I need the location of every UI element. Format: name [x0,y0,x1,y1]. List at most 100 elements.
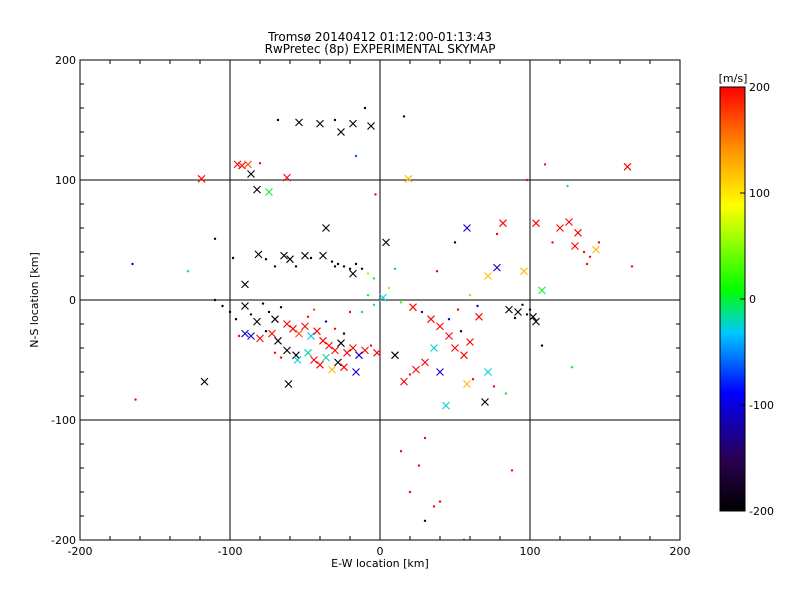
data-point-cross [520,267,528,276]
data-point-cross [271,315,279,324]
data-point-dot [312,308,316,311]
data-point-cross [574,228,582,237]
data-point-cross [571,242,579,250]
data-point-dot [393,267,397,270]
data-point-cross [529,312,537,321]
data-point-dot [221,304,224,308]
x-tick-label: -200 [68,545,93,558]
colorbar-tick-label: -100 [749,399,774,412]
data-point-dot [438,500,442,503]
colorbar-tick-label: -200 [749,505,774,518]
data-point-cross [538,286,546,295]
data-point-dot [588,255,592,258]
data-point-cross [319,251,327,260]
data-point-cross [197,174,206,183]
data-point-dot [273,265,277,268]
data-point-cross [241,329,249,338]
chart-subtitle: RwPretec (8p) EXPERIMENTAL SKYMAP [265,42,496,56]
data-point-cross [442,401,450,410]
data-point-cross [286,255,294,264]
data-point-dot [336,262,340,266]
data-point-cross [361,346,369,355]
colorbar: [m/s] 200 100 0 -100 -200 [719,72,774,518]
data-point-dot [234,318,238,321]
data-point-cross [499,219,507,228]
data-point-dot [264,330,268,333]
data-point-cross [409,303,417,312]
data-point-cross [268,329,276,338]
data-point-dot [267,310,271,314]
data-point-cross [463,224,471,232]
data-point-dot [333,118,337,122]
x-tick-label: -100 [218,545,243,558]
colorbar-tick-label: 200 [749,81,770,94]
data-point-cross [337,339,345,348]
data-point-dot [369,344,373,347]
data-point-cross [481,398,489,406]
data-point-cross [238,161,246,170]
data-point-cross [349,344,357,352]
data-point-cross [319,336,327,345]
data-point-cross [382,238,390,247]
data-point-cross [334,358,342,367]
y-axis-label: N-S location [km] [28,252,41,348]
data-point-dot [279,306,283,309]
data-point-cross [283,346,291,355]
data-point-cross [505,305,513,314]
data-point-cross [623,162,632,171]
x-tick-label: 200 [670,545,691,558]
x-axis-label: E-W location [km] [331,557,429,570]
data-point-dot [540,344,544,347]
data-point-dot [131,262,134,266]
data-point-cross [445,332,453,340]
data-point-dot [408,373,412,376]
data-point-cross [592,245,600,254]
data-point-dot [521,303,524,306]
data-point-cross [349,269,357,278]
data-point-cross [247,170,255,178]
data-point-cross [514,308,522,316]
data-point-cross [241,302,249,310]
data-point-cross [556,224,564,232]
data-point-cross [244,160,252,169]
data-point-cross [463,380,471,388]
data-point-cross [247,332,255,340]
data-point-cross [256,334,264,343]
data-point-dot [249,313,253,316]
data-point-dot [372,277,376,280]
data-point-dot [525,313,529,316]
data-point-cross [475,312,483,321]
data-point-dot [432,505,436,508]
data-point-cross [301,251,309,260]
data-point-dot [333,265,337,268]
data-point-dot [348,267,352,270]
data-point-dot [543,163,547,166]
data-point-dot [417,464,421,467]
y-tick-label: -200 [51,534,76,547]
data-point-cross [436,368,444,376]
data-point-cross [293,356,302,364]
data-point-dot [525,178,529,182]
data-point-dot [324,320,328,323]
data-point-dot [366,272,370,275]
data-point-dot [348,310,352,314]
data-point-dot [366,294,370,297]
data-point-cross [484,272,492,280]
data-point-dot [374,193,377,196]
data-point-cross [322,353,330,362]
data-points [131,106,634,540]
data-point-dot [372,303,376,306]
colorbar-label: [m/s] [719,72,748,85]
x-tick-label: 0 [377,545,384,558]
data-point-dot [513,316,517,320]
data-point-cross [283,173,291,182]
data-point-dot [228,310,232,314]
data-point-cross [292,351,300,360]
data-point-dot [306,315,310,318]
data-point-dot [264,258,268,261]
data-point-dot [237,334,241,338]
data-point-dot [360,310,364,314]
data-point-dot [258,162,262,165]
data-point-cross [343,348,351,357]
data-point-dot [342,265,346,268]
